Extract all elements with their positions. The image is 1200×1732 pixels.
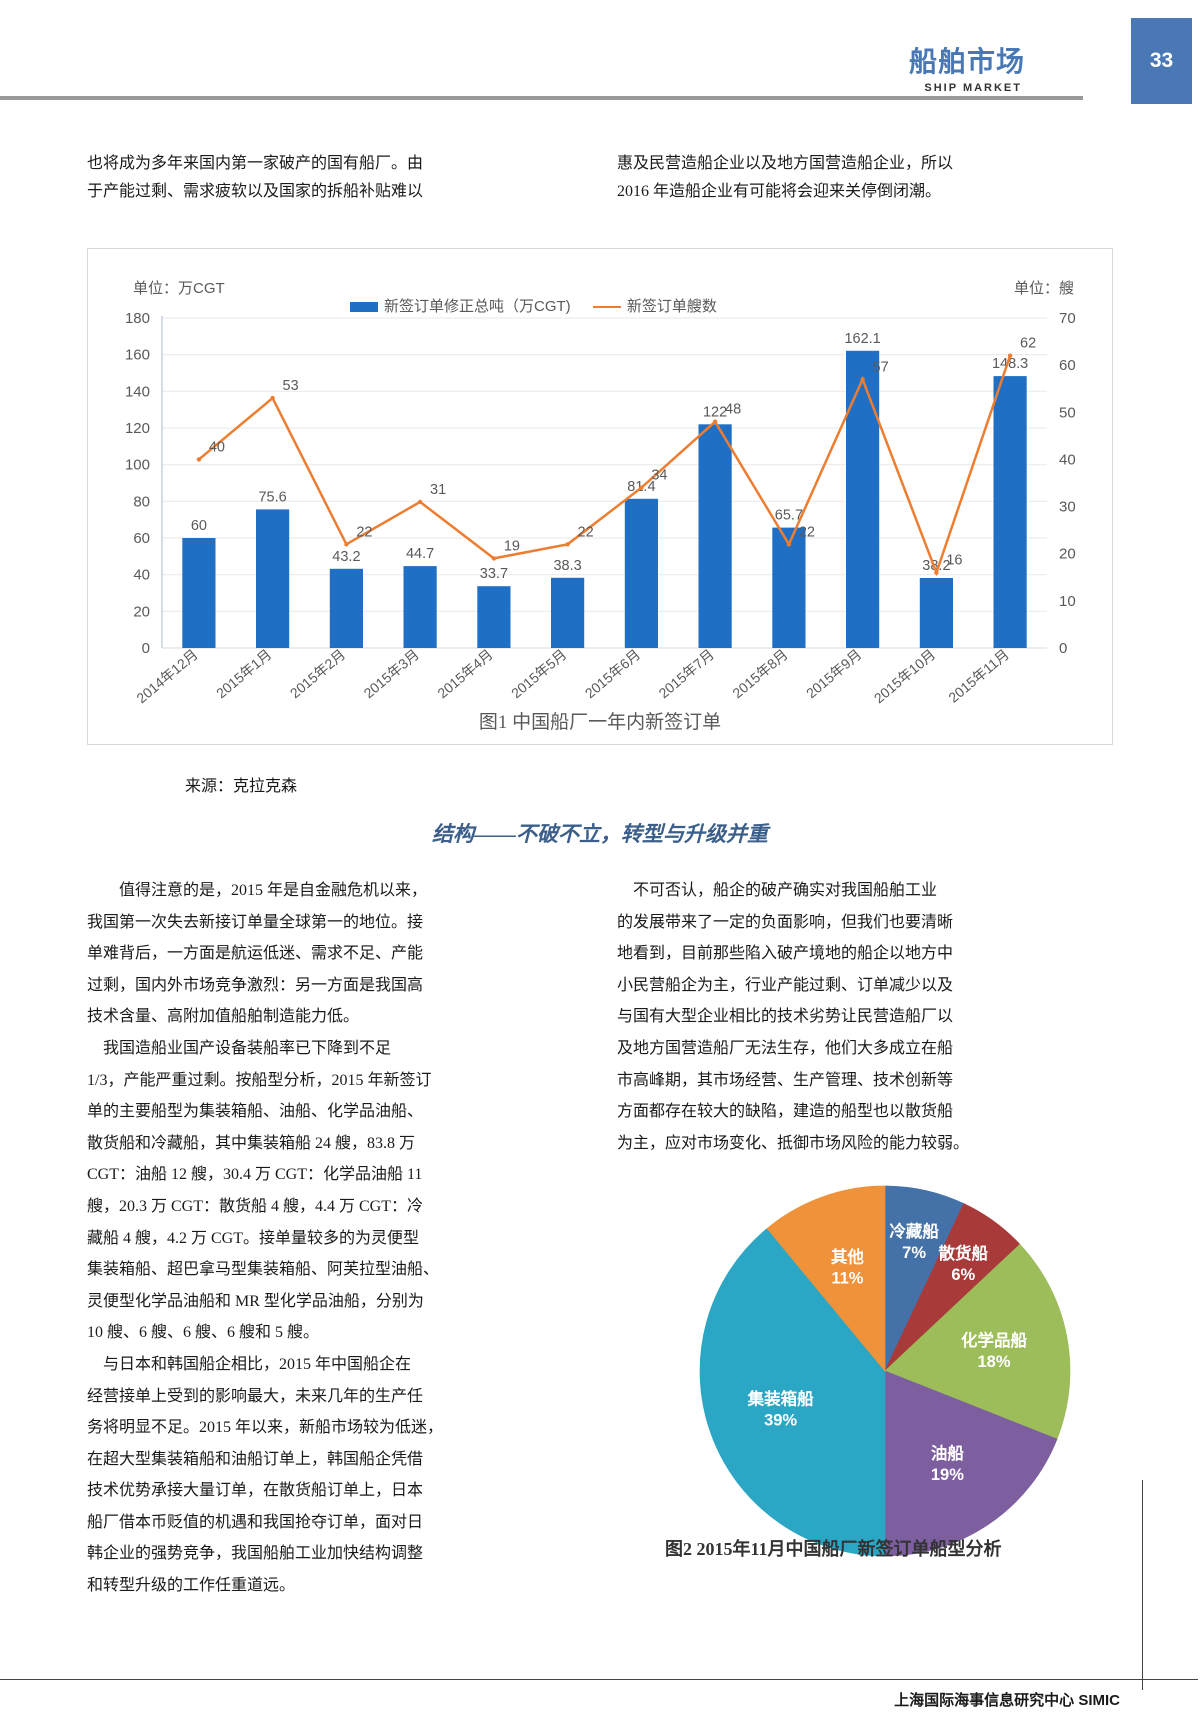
svg-text:化学品船: 化学品船 xyxy=(961,1330,1028,1350)
svg-text:53: 53 xyxy=(283,378,299,394)
svg-text:38.3: 38.3 xyxy=(553,558,581,574)
svg-text:19%: 19% xyxy=(931,1466,964,1484)
svg-text:20: 20 xyxy=(1059,546,1076,563)
svg-text:50: 50 xyxy=(1059,404,1076,421)
svg-text:油船: 油船 xyxy=(931,1443,965,1463)
svg-text:62: 62 xyxy=(1020,336,1036,352)
svg-text:散货船: 散货船 xyxy=(939,1243,989,1263)
svg-text:60: 60 xyxy=(133,530,150,547)
svg-text:0: 0 xyxy=(142,640,150,657)
svg-text:75.6: 75.6 xyxy=(258,489,286,505)
svg-text:18%: 18% xyxy=(977,1353,1010,1371)
svg-text:2015年2月: 2015年2月 xyxy=(287,646,349,701)
svg-text:180: 180 xyxy=(125,310,150,327)
svg-text:39%: 39% xyxy=(764,1412,797,1430)
svg-text:80: 80 xyxy=(133,493,150,510)
svg-text:57: 57 xyxy=(873,359,889,375)
svg-text:40: 40 xyxy=(209,439,225,455)
svg-text:2015年7月: 2015年7月 xyxy=(655,646,717,701)
svg-text:集装箱船: 集装箱船 xyxy=(747,1389,815,1409)
svg-text:22: 22 xyxy=(799,524,815,540)
svg-text:60: 60 xyxy=(1059,357,1076,374)
svg-text:30: 30 xyxy=(1059,499,1076,516)
svg-text:2015年3月: 2015年3月 xyxy=(360,646,422,701)
svg-text:40: 40 xyxy=(1059,451,1076,468)
svg-text:31: 31 xyxy=(430,482,446,498)
svg-text:其他: 其他 xyxy=(831,1247,865,1267)
svg-text:7%: 7% xyxy=(902,1244,926,1262)
svg-text:16: 16 xyxy=(946,553,962,569)
svg-text:2015年5月: 2015年5月 xyxy=(508,646,570,701)
svg-text:19: 19 xyxy=(504,538,520,554)
svg-text:34: 34 xyxy=(651,468,667,484)
svg-text:2015年4月: 2015年4月 xyxy=(434,646,496,701)
svg-text:48: 48 xyxy=(725,402,741,418)
svg-text:2015年10月: 2015年10月 xyxy=(871,646,939,706)
svg-text:2015年9月: 2015年9月 xyxy=(803,646,865,701)
svg-text:11%: 11% xyxy=(831,1270,863,1288)
svg-text:2015年1月: 2015年1月 xyxy=(213,646,275,701)
svg-text:2015年8月: 2015年8月 xyxy=(729,646,791,701)
svg-text:43.2: 43.2 xyxy=(332,549,360,565)
svg-text:0: 0 xyxy=(1059,640,1067,657)
svg-text:44.7: 44.7 xyxy=(406,546,434,562)
svg-text:160: 160 xyxy=(125,347,150,364)
svg-text:120: 120 xyxy=(125,420,150,437)
svg-text:22: 22 xyxy=(578,524,594,540)
svg-text:100: 100 xyxy=(125,457,150,474)
svg-text:2015年6月: 2015年6月 xyxy=(582,646,644,701)
svg-text:162.1: 162.1 xyxy=(844,331,880,347)
svg-text:6%: 6% xyxy=(951,1266,975,1284)
svg-text:冷藏船: 冷藏船 xyxy=(889,1221,939,1241)
svg-text:22: 22 xyxy=(356,524,372,540)
svg-text:40: 40 xyxy=(133,567,150,584)
svg-text:140: 140 xyxy=(125,383,150,400)
svg-text:10: 10 xyxy=(1059,593,1076,610)
svg-text:20: 20 xyxy=(133,603,150,620)
svg-text:2015年11月: 2015年11月 xyxy=(945,646,1012,706)
svg-text:33.7: 33.7 xyxy=(480,566,508,582)
svg-text:70: 70 xyxy=(1059,310,1076,327)
svg-text:122: 122 xyxy=(703,404,727,420)
svg-text:60: 60 xyxy=(191,518,207,534)
